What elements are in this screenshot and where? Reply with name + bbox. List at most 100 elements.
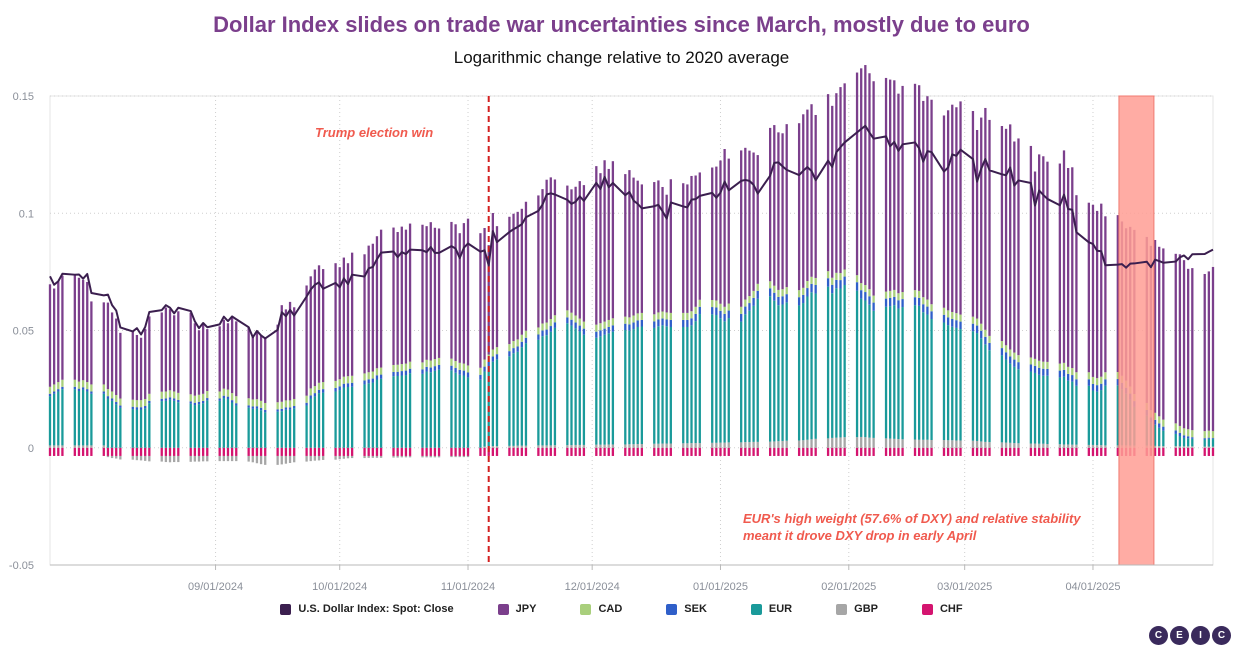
bar-segment-chf: [1029, 447, 1033, 456]
bar-segment-cad: [860, 283, 863, 291]
bar-segment-eur: [1009, 363, 1012, 443]
bar-segment-gbp: [1071, 444, 1074, 448]
bar-segment-sek: [135, 407, 139, 410]
bar-segment-sek: [607, 326, 610, 334]
bar-segment-eur: [135, 409, 139, 448]
bar-segment-jpy: [512, 213, 515, 342]
bar-segment-cad: [797, 290, 801, 298]
bar-segment-sek: [1203, 438, 1206, 440]
bar-segment-chf: [922, 447, 925, 456]
bar-segment-sek: [884, 298, 888, 307]
bar-segment-jpy: [1033, 171, 1037, 359]
bar-segment-gbp: [549, 445, 552, 448]
bar-segment-sek: [971, 323, 975, 332]
bar-segment-cad: [1211, 431, 1215, 439]
bar-segment-eur: [864, 300, 867, 438]
bar-segment-jpy: [73, 275, 76, 380]
bar-segment-gbp: [350, 455, 354, 459]
bar-segment-gbp: [173, 455, 176, 463]
bar-segment-gbp: [777, 441, 780, 448]
bar-segment-cad: [144, 398, 147, 406]
bar-segment-eur: [578, 331, 581, 445]
bar-segment-jpy: [342, 257, 345, 377]
bar-segment-eur: [607, 333, 610, 445]
bar-segment-sek: [860, 290, 863, 299]
bar-segment-jpy: [235, 321, 238, 397]
bar-segment-sek: [781, 296, 784, 305]
chart-title: Dollar Index slides on trade war uncerta…: [213, 12, 1030, 37]
bar-segment-cad: [193, 395, 197, 403]
bar-segment-gbp: [508, 445, 511, 448]
bar-segment-eur: [537, 339, 540, 446]
bar-segment-eur: [1042, 375, 1045, 444]
bar-segment-jpy: [1211, 266, 1215, 432]
bar-segment-eur: [1153, 424, 1157, 446]
bar-segment-cad: [235, 396, 238, 404]
bar-segment-jpy: [293, 307, 296, 399]
bar-segment-gbp: [1162, 446, 1165, 448]
bar-segment-gbp: [719, 442, 722, 448]
bar-segment-cad: [1046, 361, 1049, 369]
bar-segment-chf: [168, 447, 172, 456]
bar-segment-eur: [835, 288, 838, 438]
bar-segment-gbp: [276, 455, 279, 465]
bar-segment-eur: [582, 334, 586, 445]
bar-segment-sek: [752, 297, 755, 306]
bar-segment-sek: [90, 391, 93, 394]
bar-segment-jpy: [553, 179, 557, 316]
bar-segment-chf: [913, 447, 917, 456]
bar-segment-jpy: [346, 263, 350, 377]
bar-segment-chf: [400, 447, 403, 456]
bar-segment-sek: [375, 375, 379, 380]
bar-segment-jpy: [247, 327, 250, 399]
bar-segment-eur: [450, 370, 453, 448]
bar-segment-chf: [408, 447, 412, 456]
bar-segment-cad: [566, 310, 569, 318]
bar-segment-chf: [632, 447, 635, 456]
bar-segment-cad: [437, 357, 441, 365]
bar-segment-gbp: [723, 442, 726, 448]
bar-segment-gbp: [889, 438, 892, 448]
bar-segment-gbp: [119, 455, 122, 460]
bar-segment-gbp: [483, 446, 486, 448]
bar-segment-sek: [628, 324, 631, 331]
bar-segment-gbp: [1058, 444, 1062, 448]
bar-segment-sek: [694, 313, 697, 322]
bar-segment-cad: [922, 297, 925, 305]
bar-segment-cad: [1017, 355, 1020, 363]
bar-segment-gbp: [1187, 446, 1190, 448]
bar-segment-chf: [317, 447, 321, 456]
bar-segment-sek: [1162, 426, 1165, 431]
bar-segment-cad: [338, 379, 341, 387]
bar-segment-chf: [785, 447, 788, 456]
bar-segment-eur: [723, 321, 726, 443]
bar-segment-chf: [686, 447, 689, 456]
bar-segment-gbp: [922, 439, 925, 448]
bar-segment-gbp: [901, 439, 904, 448]
bar-segment-jpy: [1017, 138, 1020, 356]
bar-segment-eur: [942, 322, 946, 441]
bar-segment-jpy: [657, 180, 660, 313]
bar-segment-chf: [462, 447, 466, 456]
bar-segment-gbp: [843, 437, 846, 448]
bar-segment-cad: [884, 291, 888, 299]
bar-segment-sek: [421, 369, 424, 374]
bar-segment-gbp: [437, 455, 441, 458]
bar-segment-chf: [1116, 447, 1119, 456]
bar-segment-jpy: [951, 104, 954, 312]
bar-segment-sek: [52, 391, 56, 394]
bar-segment-eur: [690, 325, 693, 444]
bar-segment-chf: [624, 447, 627, 456]
bar-segment-jpy: [1042, 156, 1045, 362]
bar-segment-cad: [425, 359, 428, 367]
bar-segment-eur: [119, 407, 122, 448]
bar-segment-chf: [425, 447, 428, 456]
bar-segment-jpy: [218, 326, 221, 392]
bar-segment-gbp: [814, 438, 817, 448]
bar-segment-chf: [251, 447, 254, 456]
bar-segment-sek: [247, 405, 250, 408]
bar-segment-jpy: [868, 73, 871, 290]
legend-swatch: [280, 603, 292, 615]
bar-segment-cad: [611, 318, 615, 326]
bar-segment-eur: [1087, 385, 1090, 445]
